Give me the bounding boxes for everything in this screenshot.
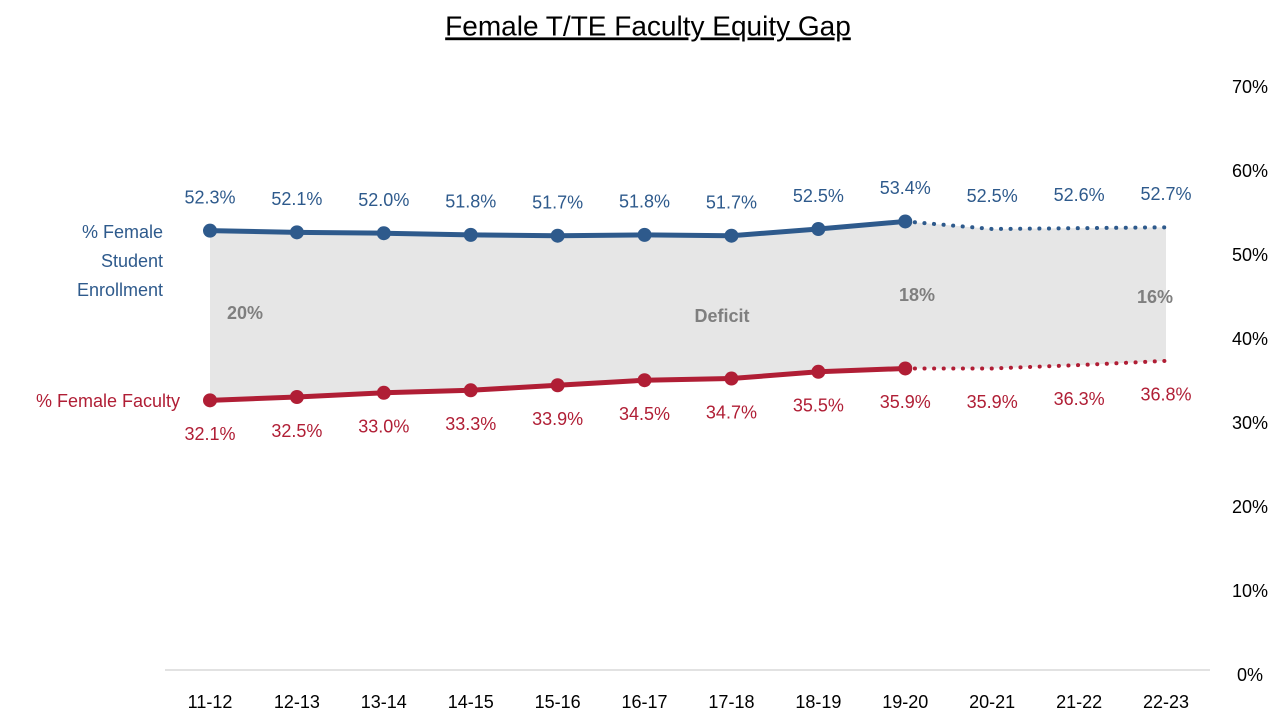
series-label: % Female Faculty	[35, 391, 180, 411]
x-tick-label: 22-23	[1143, 692, 1189, 712]
marker	[637, 373, 652, 388]
data-label: 34.7%	[706, 402, 757, 422]
marker	[463, 227, 478, 242]
marker	[203, 393, 217, 408]
x-tick-label: 20-21	[969, 692, 1015, 712]
data-label: 51.8%	[619, 192, 670, 212]
data-label: 36.8%	[1140, 385, 1191, 405]
data-label: 52.0%	[358, 190, 409, 210]
y-tick-label: 70%	[1232, 77, 1268, 97]
annotation: Deficit	[694, 306, 749, 326]
data-label: 35.9%	[967, 392, 1018, 412]
data-label: 53.4%	[880, 178, 931, 198]
annotation: 16%	[1137, 287, 1173, 307]
x-tick-label: 18-19	[795, 692, 841, 712]
x-tick-label: 11-12	[188, 692, 233, 712]
annotation: 20%	[227, 303, 263, 323]
marker	[203, 223, 217, 238]
data-label: 52.1%	[271, 189, 322, 209]
data-label: 35.9%	[880, 392, 931, 412]
marker	[724, 371, 739, 386]
marker	[811, 222, 826, 236]
marker	[811, 364, 826, 379]
data-label: 32.1%	[184, 424, 235, 444]
data-label: 52.6%	[1054, 185, 1105, 205]
annotation: 18%	[899, 285, 935, 305]
data-label: 52.5%	[793, 186, 844, 206]
y-tick-label: 20%	[1232, 497, 1268, 517]
x-tick-label: 15-16	[535, 692, 581, 712]
gap-group	[210, 221, 1166, 401]
marker	[898, 214, 913, 229]
data-label: 33.3%	[445, 414, 496, 434]
series-label: % Female Student Enrollment	[76, 222, 163, 300]
gap-area	[210, 221, 1166, 401]
y-tick-label: 60%	[1232, 161, 1268, 181]
data-label: 33.9%	[532, 409, 583, 429]
x-tick-label: 12-13	[274, 692, 320, 712]
marker	[289, 390, 304, 404]
data-label: 36.3%	[1054, 389, 1105, 409]
x-tick-label: 13-14	[361, 692, 407, 712]
y-tick-label: 50%	[1232, 245, 1268, 265]
marker	[376, 385, 391, 400]
data-label: 52.3%	[184, 187, 235, 207]
y-tick-label: 30%	[1232, 413, 1268, 433]
marker	[637, 227, 652, 242]
data-label: 33.0%	[358, 417, 409, 437]
marker	[289, 225, 304, 240]
marker	[376, 226, 391, 241]
x-tick-label: 14-15	[448, 692, 494, 712]
data-label: 52.7%	[1140, 184, 1191, 204]
marker	[550, 228, 565, 243]
data-label: 35.5%	[793, 396, 844, 416]
marker	[724, 228, 739, 243]
y-tick-label: 10%	[1232, 581, 1268, 601]
data-label: 52.5%	[967, 186, 1018, 206]
y-tick-label: 0%	[1237, 665, 1263, 685]
x-tick-label: 21-22	[1056, 692, 1102, 712]
data-label: 51.8%	[445, 192, 496, 212]
x-tick-label: 16-17	[622, 692, 668, 712]
chart-title: Female T/TE Faculty Equity Gap	[445, 10, 851, 41]
marker	[898, 361, 913, 376]
x-tick-label: 17-18	[708, 692, 754, 712]
data-label: 34.5%	[619, 404, 670, 424]
data-label: 32.5%	[271, 421, 322, 441]
data-label: 51.7%	[532, 192, 583, 212]
y-tick-label: 40%	[1232, 329, 1268, 349]
marker	[550, 378, 565, 393]
data-label: 51.7%	[706, 192, 757, 212]
x-tick-label: 19-20	[882, 692, 928, 712]
marker	[463, 383, 478, 398]
